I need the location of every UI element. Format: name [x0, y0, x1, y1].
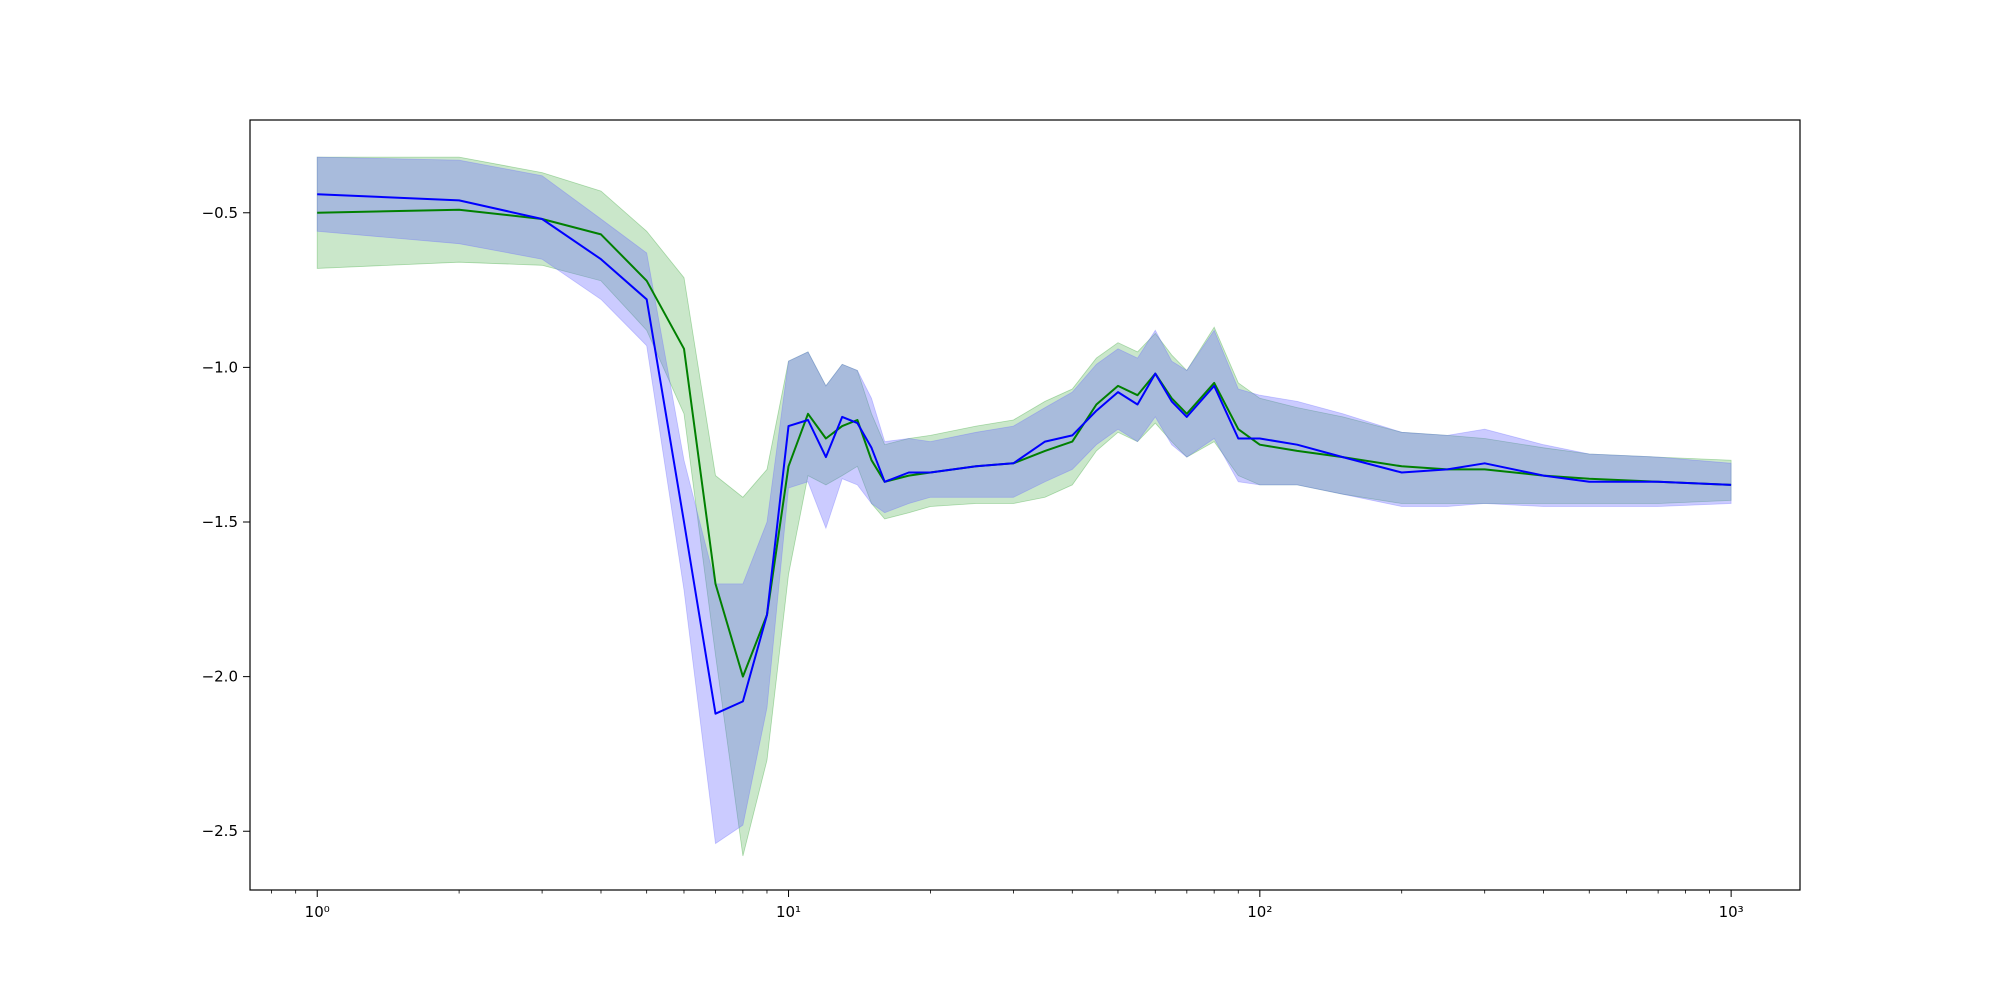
x-tick-label: 10⁰	[305, 903, 330, 921]
plot-area	[316, 156, 1732, 857]
series-0-band	[316, 156, 1732, 857]
series-0-line	[317, 208, 1732, 678]
y-tick-label: −2.5	[202, 822, 238, 840]
x-tick-label: 10³	[1719, 903, 1744, 921]
y-tick-label: −1.5	[202, 513, 238, 531]
x-axis: 10⁰ 10¹ 10² 10³	[271, 890, 1744, 921]
y-tick-label: −0.5	[202, 204, 238, 222]
series-1-band	[316, 156, 1732, 845]
axes-frame	[249, 119, 1801, 891]
x-tick-label: 10²	[1247, 903, 1272, 921]
x-tick-label: 10¹	[776, 903, 801, 921]
y-axis: −0.5 −1.0 −1.5 −2.0 −2.5	[202, 204, 250, 840]
series-1-line	[317, 193, 1732, 715]
axes: 10⁰ 10¹ 10² 10³ −0.5 −1.0 −1.5 −2.0 −2.5	[202, 119, 1801, 921]
y-tick-label: −1.0	[202, 358, 238, 376]
y-tick-label: −2.0	[202, 668, 238, 686]
